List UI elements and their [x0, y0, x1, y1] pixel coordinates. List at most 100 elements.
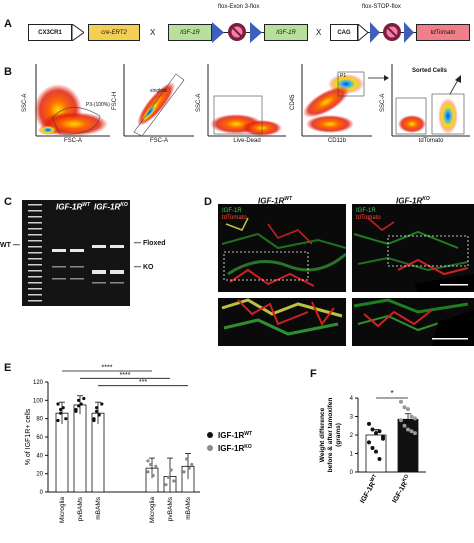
loxp-right-icon — [250, 22, 262, 43]
facs-xlabel-5: tdTomato — [418, 138, 444, 144]
facs-plot-2 — [123, 64, 194, 137]
gel-image — [22, 200, 130, 306]
chart-e-legend-label: IGF-1RKO — [218, 444, 252, 453]
cre-ert2-box: cre-ERT2 — [88, 24, 140, 41]
chart-f-ylabel-line: Weight difference — [319, 407, 326, 462]
facs-ylabel-1: SSC-A — [22, 93, 28, 112]
chart-e-legend-marker — [207, 445, 213, 451]
panel-label-d: D — [204, 196, 212, 208]
chart-e-point — [92, 418, 96, 423]
chart-f-point — [413, 431, 417, 436]
gel-bands — [28, 204, 124, 302]
facs-xlabel-1: FSC-A — [64, 138, 82, 144]
chart-e-point — [182, 470, 186, 474]
facs-ylabel-5: SSC-A — [380, 93, 386, 112]
facs-xlabel-4: CD11b — [327, 138, 347, 144]
chart-e-point — [100, 402, 104, 406]
chart-f-point — [402, 405, 407, 410]
chart-f-sig-label: * — [390, 389, 393, 398]
chart-e-point — [59, 407, 63, 412]
chart-e-ylabel: % of IGF1R+ cells — [25, 408, 32, 465]
facs-plot-4 — [301, 64, 389, 137]
chart-f-ylabel-line: (grams) — [335, 423, 342, 447]
stop-cassette-icon — [383, 23, 401, 41]
chart-f-point — [367, 440, 371, 445]
chart-f-svg: 0 1 2 3 4 Weight difference before & after tam… — [319, 389, 426, 505]
chart-e-point — [167, 475, 171, 479]
facs-gate-2: singlets — [150, 88, 167, 94]
chart-f-ytick-label: 4 — [350, 396, 354, 402]
chart-e-ytick-label: 40 — [36, 453, 43, 459]
chart-f-point — [406, 427, 410, 432]
facs-panel: SSC-A FSC-A P3-(100%) FSC-H FSC-A single… — [0, 58, 474, 158]
chart-e-category-label: mBAMs — [95, 496, 102, 520]
facs-gate-1: P3-(100%) — [86, 102, 110, 108]
chart-f-ytick-label: 3 — [350, 415, 354, 421]
chart-e-point — [97, 413, 101, 417]
facs-plot-3 — [207, 64, 286, 137]
chart-e-point — [74, 409, 78, 413]
chart-e-point — [59, 411, 63, 415]
gel-panel: WT — IGF-1RWT IGF-1RKO — Floxed — KO — [0, 196, 200, 316]
chart-e-category-label: Microglia — [59, 497, 66, 523]
chart-f-point — [370, 445, 375, 450]
legend-green-wt: IGF-1R — [222, 208, 242, 214]
chart-e-point — [164, 483, 168, 487]
lane-label-wt: IGF-1RWT — [56, 202, 91, 212]
panel-label-f: F — [310, 368, 317, 380]
chart-e-ytick-label: 80 — [36, 417, 43, 423]
chart-f-point — [399, 399, 403, 404]
chart-e-point — [79, 402, 83, 406]
chart-f-ytick-label: 0 — [350, 470, 354, 476]
chart-f-point — [402, 423, 407, 428]
igf1r-right-box: IGF-1R — [264, 24, 308, 41]
chart-f-point — [370, 427, 375, 432]
chart-f-bar — [397, 418, 419, 473]
floxed-header: flox-Exon 3-flox — [218, 4, 260, 10]
facs-gating-plots — [34, 64, 470, 137]
micrograph-wt-zoom — [221, 298, 343, 336]
chart-e-ytick-label: 60 — [36, 435, 43, 441]
chart-e-point — [95, 409, 99, 413]
chart-f-ylabel-line: before & after tamoxifen — [327, 398, 334, 473]
chart-e-point — [61, 406, 65, 410]
chart-e-category-label: mBAMs — [185, 496, 192, 520]
chart-e-legend-marker — [207, 432, 213, 438]
chart-e-svg: 0 20 40 60 80 100 120 % of IGF1R+ cells Microgli… — [25, 365, 252, 524]
microscopy-panel: IGF-1RWT IGF-1RKO — [218, 196, 474, 346]
construct-diagram: CX3CR1 cre-ERT2 X flox-Exon 3-flox IGF-1… — [0, 0, 474, 60]
chart-e-category-label: Microglia — [149, 497, 156, 523]
gel-floxed-label: — Floxed — [134, 240, 166, 247]
cross-symbol-1: X — [150, 28, 156, 37]
excision-icon — [228, 23, 246, 41]
chart-f-point — [381, 436, 385, 441]
chart-f-point — [374, 449, 378, 454]
micrograph-ko-zoom — [353, 298, 474, 346]
chart-e-point — [151, 473, 155, 478]
chart-e-bar — [91, 412, 105, 493]
chart-e-point — [169, 468, 173, 472]
chart-e-point — [56, 418, 60, 423]
facs-gate-4: P1 — [340, 73, 347, 79]
micrograph-wt-overview — [221, 217, 347, 287]
facs-xlabel-2: FSC-A — [150, 138, 168, 144]
micro-divider-vertical — [346, 204, 352, 346]
sorted-cells-label: Sorted Cells — [412, 68, 448, 74]
facs-ylabel-3: SSC-A — [196, 93, 202, 112]
chart-e: 0 20 40 60 80 100 120 % of IGF1R+ cells Microgli… — [0, 360, 310, 543]
chart-f-point — [399, 418, 403, 423]
chart-f-point — [367, 421, 371, 426]
chart-e-point — [185, 457, 189, 461]
chart-e-point — [64, 417, 68, 421]
cross-symbol-2: X — [316, 28, 322, 37]
chart-e-point — [154, 464, 158, 468]
gel-wt-label: WT — — [0, 242, 20, 249]
chart-f-point — [413, 416, 417, 421]
panel-label-e: E — [4, 362, 12, 374]
chart-e-legend-label: IGF-1RWT — [218, 431, 252, 440]
chart-e-sig-label: **** — [102, 365, 113, 372]
chart-e-point — [172, 479, 176, 483]
legend-green-ko: IGF-1R — [356, 208, 376, 214]
chart-e-point — [77, 398, 81, 402]
chart-f-category-label: IGF-1RWT — [358, 474, 381, 505]
